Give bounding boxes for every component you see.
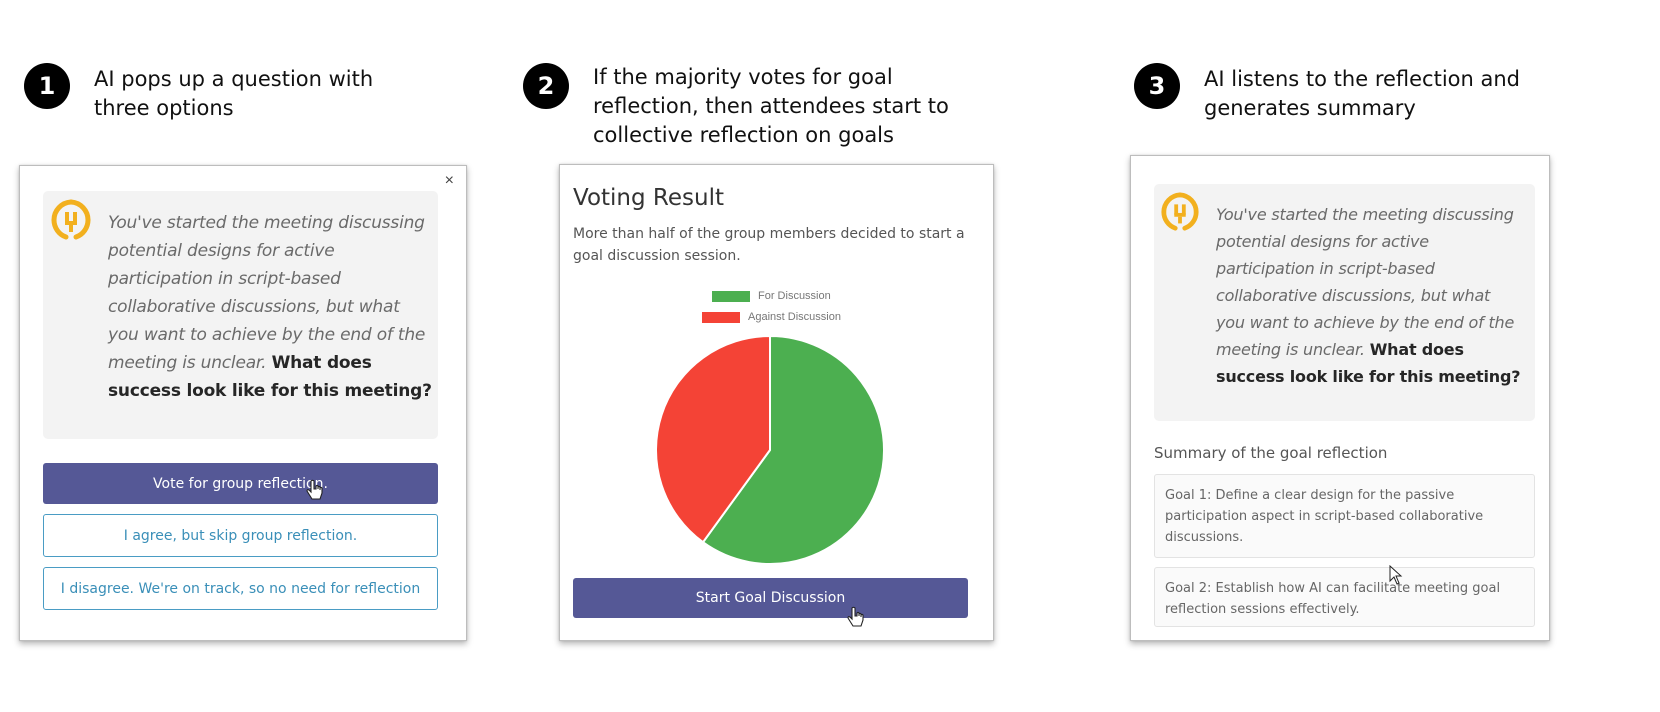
message-line: You've started the meeting discussing (108, 213, 425, 233)
message-line: You've started the meeting discussing (1216, 205, 1514, 224)
message-line: potential designs for active (108, 241, 335, 261)
summary-heading: Summary of the goal reflection (1154, 444, 1388, 462)
voting-result-description: More than half of the group members deci… (573, 226, 965, 264)
step-caption: If the majority votes for goal reflectio… (593, 63, 949, 150)
hand-pointer-icon (306, 479, 323, 500)
legend-label: For Discussion (758, 290, 831, 302)
hand-pointer-icon (847, 606, 864, 627)
voting-result-panel: Voting Result More than half of the grou… (559, 164, 994, 641)
message-line: meeting is unclear. What does (108, 349, 433, 377)
step-number-badge: 2 (523, 63, 569, 109)
caption-line: three options (94, 96, 234, 120)
step-2-header: 2 If the majority votes for goal reflect… (523, 63, 949, 150)
ai-message-text: You've started the meeting discussing po… (1216, 201, 1534, 390)
legend-swatch-against (702, 311, 740, 323)
ai-message-box: You've started the meeting discussing po… (43, 191, 438, 439)
caption-line: generates summary (1204, 96, 1416, 120)
step-3-header: 3 AI listens to the reflection and gener… (1134, 63, 1520, 123)
caption-line: reflection, then attendees start to (593, 94, 949, 118)
message-line: collaborative discussions, but what (1216, 286, 1491, 305)
disagree-no-reflection-button[interactable]: I disagree. We're on track, so no need f… (43, 567, 438, 610)
ai-assistant-logo-icon (1161, 192, 1199, 231)
start-goal-discussion-button[interactable]: Start Goal Discussion (573, 578, 968, 618)
legend-label: Against Discussion (748, 311, 841, 323)
caption-line: AI pops up a question with (94, 67, 374, 91)
legend-item-against: Against Discussion (702, 311, 841, 323)
reflection-summary-panel: You've started the meeting discussing po… (1130, 155, 1550, 641)
agree-skip-reflection-button[interactable]: I agree, but skip group reflection. (43, 514, 438, 557)
ai-message-text: You've started the meeting discussing po… (108, 209, 433, 405)
message-line: participation in script-based (108, 269, 341, 289)
arrow-cursor-icon (1389, 565, 1403, 585)
message-line: meeting is unclear. What does (1216, 336, 1534, 363)
ai-assistant-logo-icon (51, 199, 91, 240)
legend-item-for: For Discussion (712, 290, 831, 302)
message-text-segment: meeting is unclear. (108, 353, 267, 373)
step-caption: AI listens to the reflection and generat… (1204, 65, 1520, 123)
caption-line: AI listens to the reflection and (1204, 67, 1521, 91)
message-line: participation in script-based (1216, 259, 1435, 278)
message-line: success look like for this meeting? (1216, 363, 1534, 390)
step-1-header: 1 AI pops up a question with three optio… (24, 63, 373, 123)
message-line: success look like for this meeting? (108, 377, 433, 405)
question-emphasis: What does (1369, 340, 1464, 359)
step-caption: AI pops up a question with three options (94, 65, 373, 123)
vote-group-reflection-button[interactable]: Vote for group reflection. (43, 463, 438, 504)
pie-slice-against-discussion (655, 334, 771, 544)
step-number-badge: 1 (24, 63, 70, 109)
message-line: collaborative discussions, but what (108, 297, 400, 317)
voting-result-title: Voting Result (573, 185, 724, 211)
message-line: you want to achieve by the end of the (1216, 313, 1515, 332)
message-line: you want to achieve by the end of the (108, 325, 426, 345)
ai-question-popup: × You've started the meeting discussing … (19, 165, 467, 641)
voting-pie-chart (655, 334, 885, 565)
goal-item: Goal 1: Define a clear design for the pa… (1154, 474, 1535, 558)
goal-item: Goal 2: Establish how AI can facilitate … (1154, 567, 1535, 627)
legend-swatch-for (712, 290, 750, 302)
caption-line: collective reflection on goals (593, 123, 894, 147)
step-number-badge: 3 (1134, 63, 1180, 109)
question-emphasis: success look like for this meeting? (108, 381, 432, 401)
question-emphasis: success look like for this meeting? (1216, 367, 1521, 386)
ai-message-box: You've started the meeting discussing po… (1154, 184, 1535, 421)
message-line: potential designs for active (1216, 232, 1429, 251)
pie-slice-for-discussion (701, 334, 885, 565)
question-emphasis: What does (271, 353, 372, 373)
message-text-segment: meeting is unclear. (1216, 340, 1365, 359)
caption-line: If the majority votes for goal (593, 65, 893, 89)
close-icon[interactable]: × (444, 172, 454, 189)
